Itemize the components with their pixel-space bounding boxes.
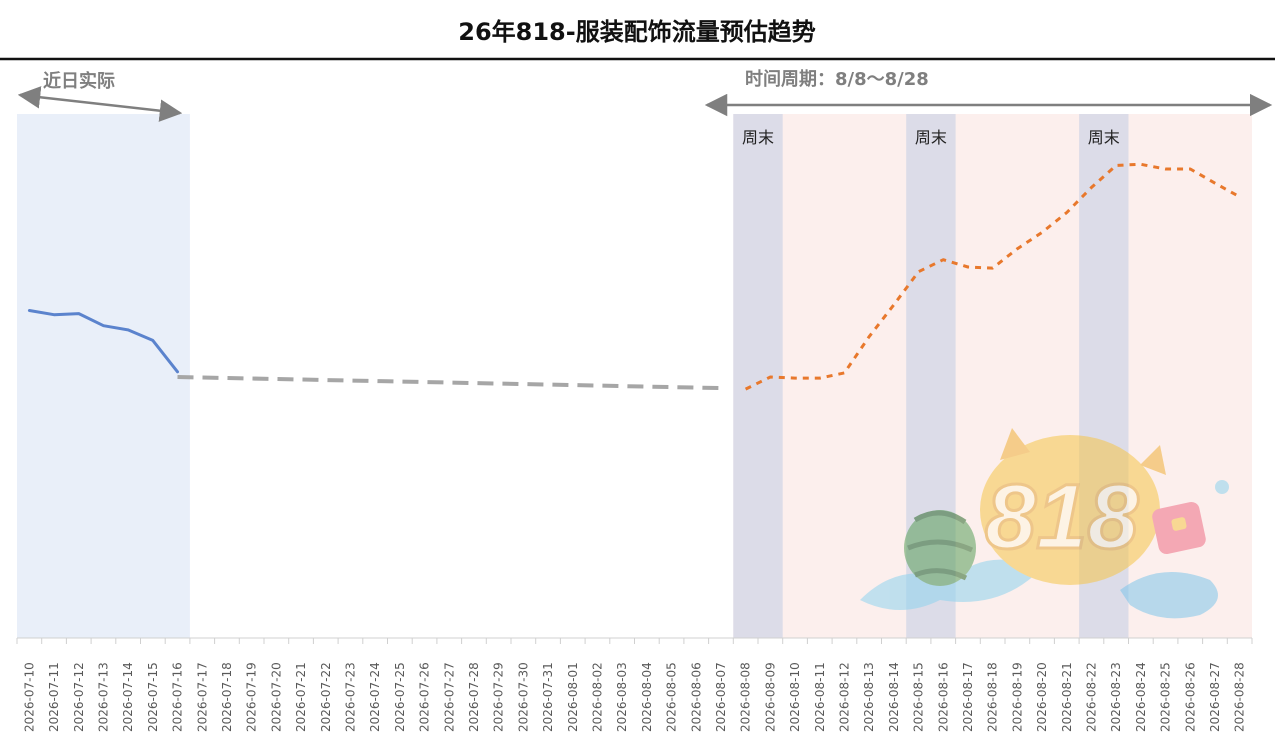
x-tick-label: 2026-08-23 — [1109, 662, 1123, 732]
x-tick-label: 2026-08-20 — [1035, 662, 1049, 732]
x-tick-label: 2026-08-16 — [936, 662, 950, 732]
chart-title: 26年818-服装配饰流量预估趋势 — [458, 18, 815, 46]
x-tick-label: 2026-07-23 — [343, 662, 357, 732]
x-tick-label: 2026-07-31 — [541, 662, 555, 732]
x-tick-label: 2026-08-17 — [961, 662, 975, 732]
x-tick-label: 2026-08-09 — [763, 662, 777, 732]
x-tick-label: 2026-07-18 — [220, 662, 234, 732]
weekend-label-3: 周末 — [1088, 128, 1120, 147]
x-tick-label: 2026-08-02 — [590, 662, 604, 732]
actual-period-arrow — [17, 86, 183, 122]
x-tick-label: 2026-08-24 — [1134, 662, 1148, 732]
actual-period-band — [17, 114, 190, 638]
actual-period-label: 近日实际 — [43, 70, 115, 92]
x-tick-label: 2026-07-20 — [269, 662, 283, 732]
weekend-label-2: 周末 — [915, 128, 947, 147]
x-tick-label: 2026-07-11 — [47, 662, 61, 732]
x-tick-label: 2026-08-13 — [862, 662, 876, 732]
x-tick-label: 2026-08-26 — [1183, 662, 1197, 732]
x-tick-label: 2026-07-17 — [195, 662, 209, 732]
x-tick-label: 2026-08-04 — [640, 662, 654, 732]
x-tick-label: 2026-07-13 — [96, 662, 110, 732]
x-tick-label: 2026-08-14 — [887, 662, 901, 732]
x-tick-label: 2026-08-27 — [1208, 662, 1222, 732]
x-tick-label: 2026-08-08 — [739, 662, 753, 732]
x-tick-label: 2026-07-30 — [516, 662, 530, 732]
818-mascot-watermark: 818 — [860, 428, 1229, 619]
x-tick-label: 2026-08-10 — [788, 662, 802, 732]
x-tick-label: 2026-08-01 — [566, 662, 580, 732]
x-tick-label: 2026-07-21 — [294, 662, 308, 732]
x-tick-label: 2026-08-05 — [665, 662, 679, 732]
x-tick-label: 2026-07-16 — [171, 662, 185, 732]
x-tick-label: 2026-07-22 — [319, 662, 333, 732]
x-tick-label: 2026-07-26 — [418, 662, 432, 732]
x-tick-label: 2026-07-12 — [72, 662, 86, 732]
x-tick-label: 2026-08-06 — [689, 662, 703, 732]
x-tick-label: 2026-07-14 — [121, 662, 135, 732]
weekend-label-1: 周末 — [742, 128, 774, 147]
series-line-1 — [27, 309, 179, 374]
series-lines — [27, 162, 1241, 391]
x-tick-label: 2026-07-19 — [245, 662, 259, 732]
series-line-2 — [177, 375, 721, 391]
x-tick-label: 2026-07-27 — [442, 662, 456, 732]
x-tick-label: 2026-08-28 — [1233, 662, 1247, 732]
weekend-band-1 — [733, 114, 783, 638]
x-tick-label: 2026-07-15 — [146, 662, 160, 732]
series-line-3 — [744, 162, 1241, 391]
x-tick-label: 2026-07-24 — [368, 662, 382, 732]
forecast-period-label: 时间周期：8/8～8/28 — [745, 69, 929, 90]
x-tick-label: 2026-08-12 — [837, 662, 851, 732]
x-tick-label: 2026-08-22 — [1084, 662, 1098, 732]
x-tick-label: 2026-08-19 — [1010, 662, 1024, 732]
x-tick-label: 2026-07-10 — [22, 662, 36, 732]
x-tick-label: 2026-08-15 — [912, 662, 926, 732]
x-tick-label: 2026-08-18 — [986, 662, 1000, 732]
x-tick-label: 2026-07-28 — [467, 662, 481, 732]
x-axis: 2026-07-10 2026-07-11 2026-07-12 2026-07-13… — [16, 637, 1253, 732]
x-tick-label: 2026-08-25 — [1159, 662, 1173, 732]
x-tick-label: 2026-08-11 — [813, 662, 827, 732]
x-tick-label: 2026-08-21 — [1060, 662, 1074, 732]
x-tick-label: 2026-08-07 — [714, 662, 728, 732]
x-tick-label: 2026-07-29 — [492, 662, 506, 732]
svg-text:818: 818 — [985, 466, 1139, 568]
x-tick-label: 2026-07-25 — [393, 662, 407, 732]
x-tick-label: 2026-08-03 — [615, 662, 629, 732]
